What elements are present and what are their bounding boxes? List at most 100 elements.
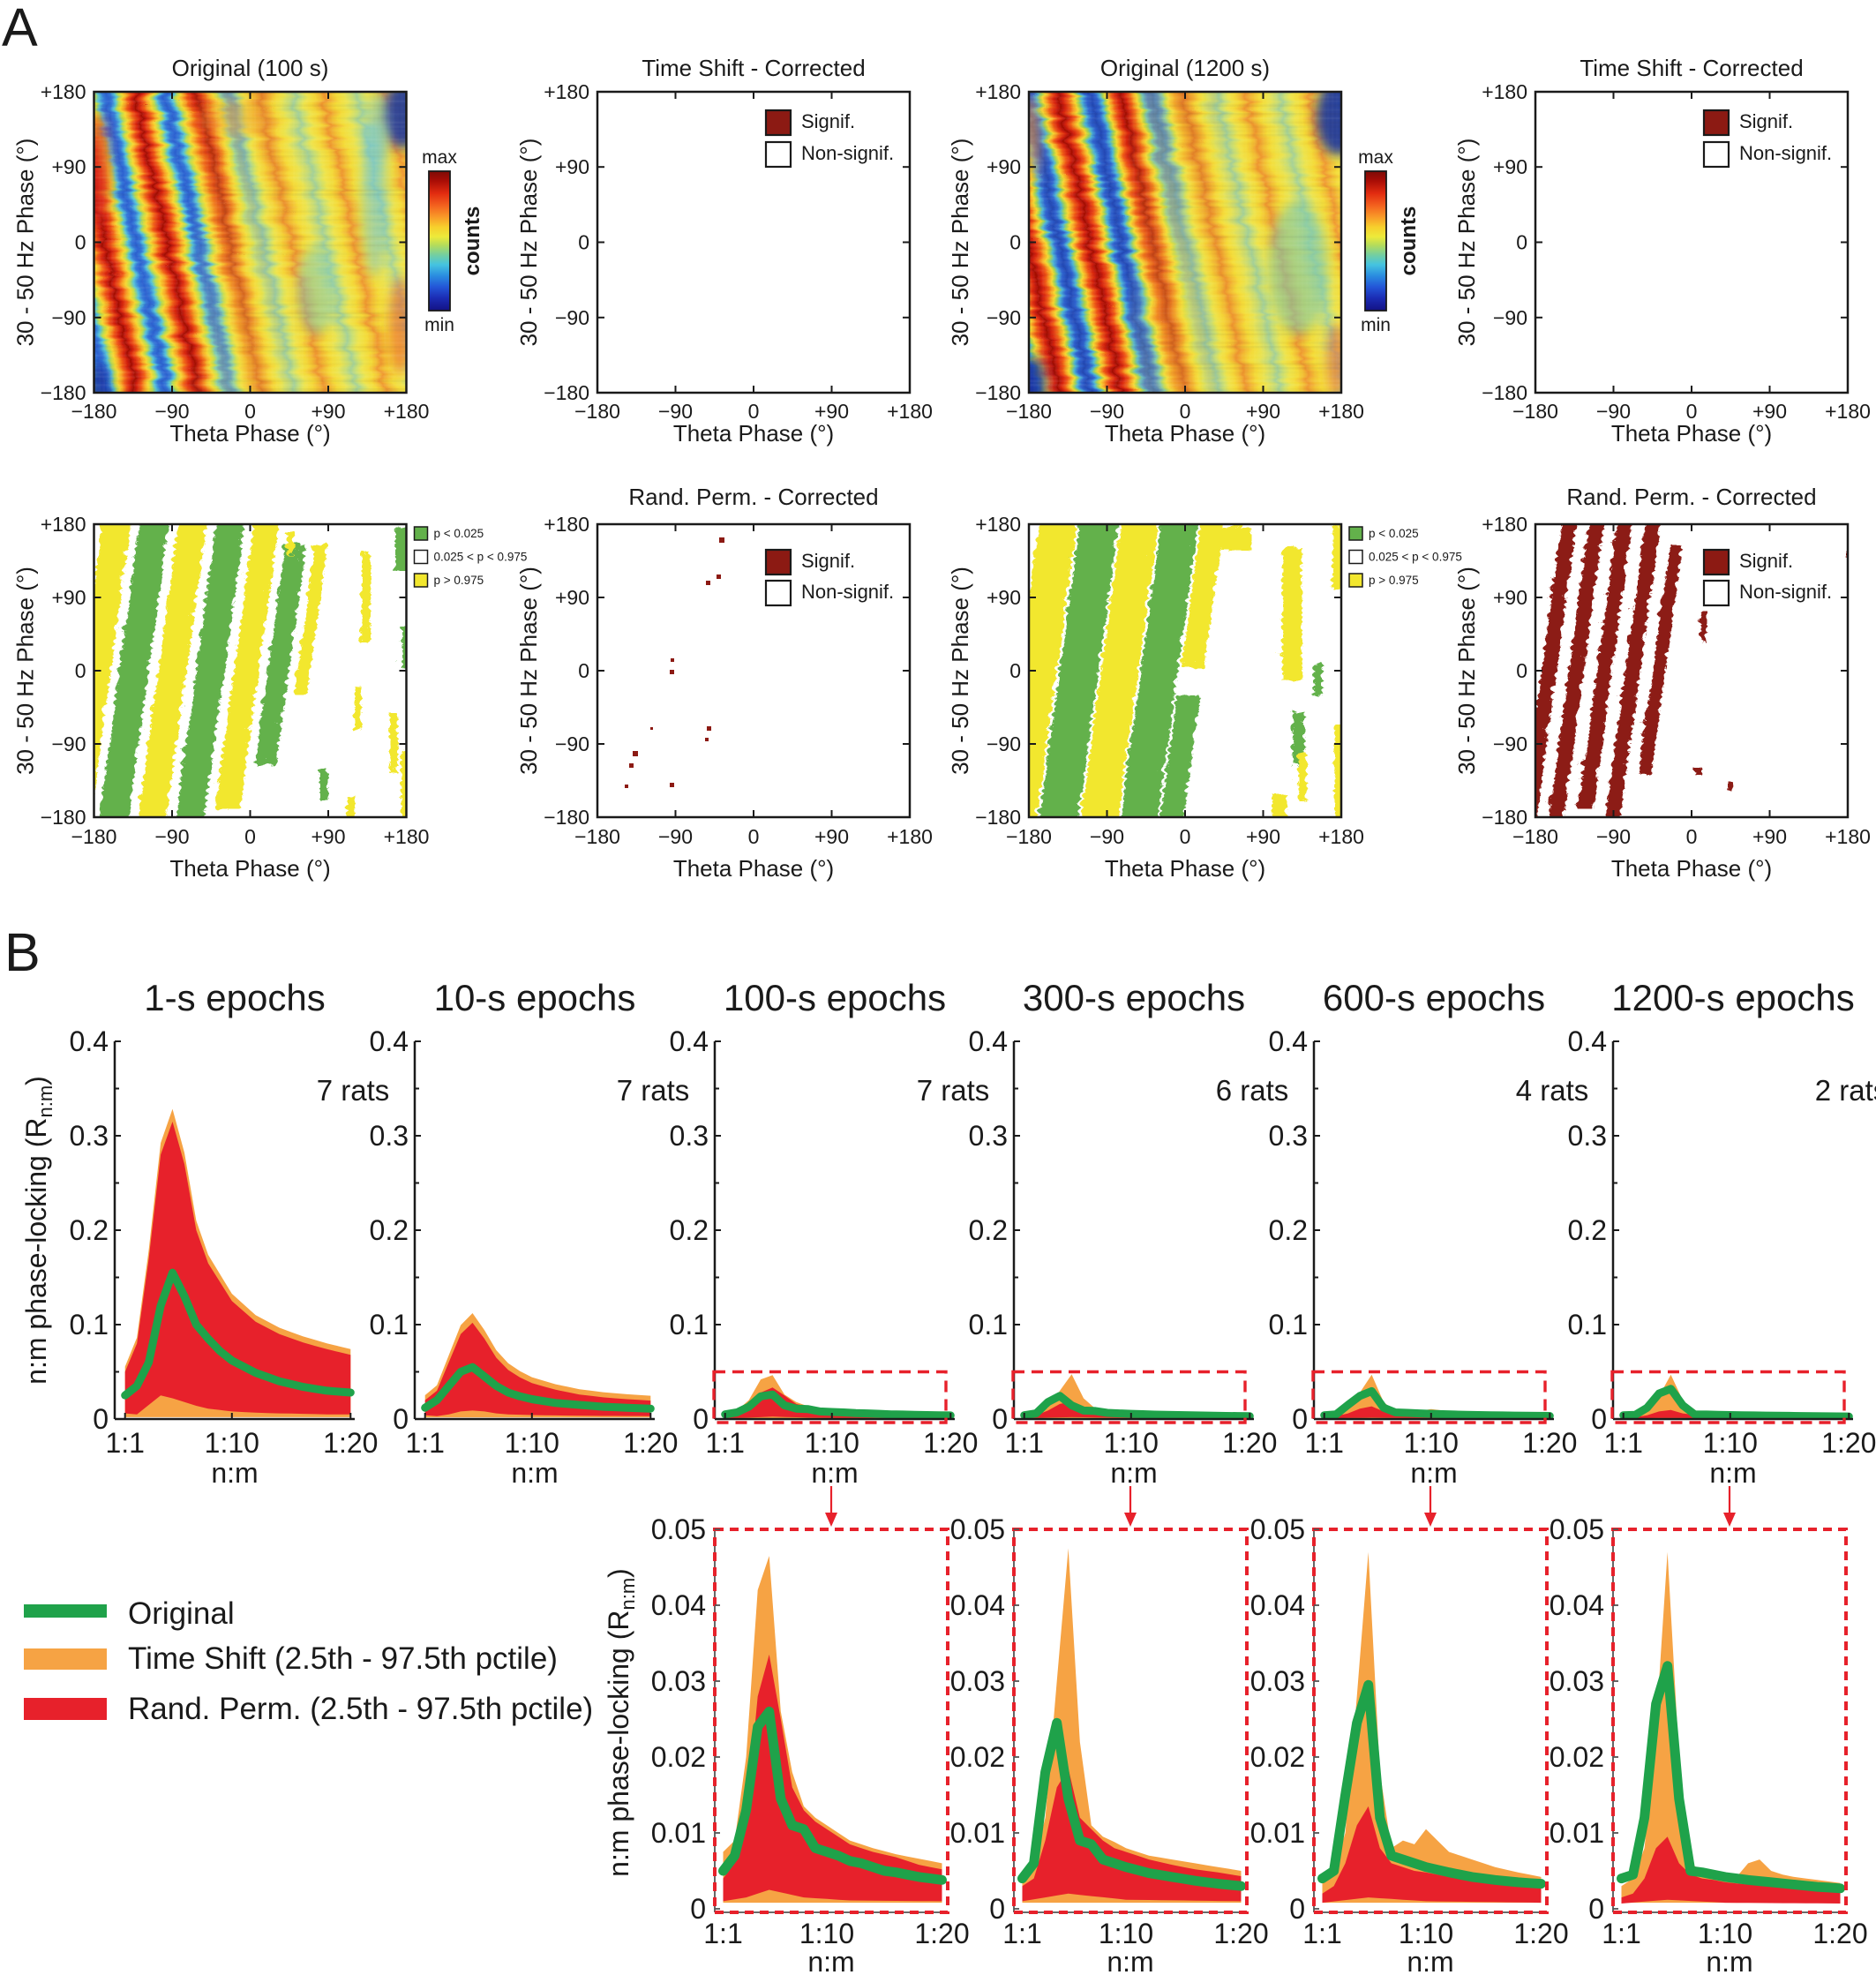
svg-text:30 - 50 Hz Phase (°): 30 - 50 Hz Phase (°) — [1453, 139, 1480, 347]
svg-text:0: 0 — [992, 1403, 1008, 1435]
svg-text:0: 0 — [690, 1893, 706, 1925]
svg-text:+90: +90 — [1246, 400, 1280, 423]
svg-text:1:10: 1:10 — [1104, 1427, 1159, 1459]
svg-text:n:m: n:m — [807, 1946, 854, 1975]
svg-text:+180: +180 — [975, 513, 1021, 536]
svg-text:−90: −90 — [987, 732, 1021, 755]
svg-text:max: max — [1358, 147, 1393, 168]
svg-text:1:10: 1:10 — [505, 1427, 559, 1459]
svg-text:0.2: 0.2 — [670, 1214, 709, 1246]
svg-text:A: A — [2, 0, 38, 57]
svg-text:p < 0.025: p < 0.025 — [434, 527, 484, 540]
svg-text:−180: −180 — [544, 806, 589, 829]
svg-text:+180: +180 — [544, 80, 589, 103]
svg-text:0: 0 — [1289, 1893, 1305, 1925]
svg-text:+180: +180 — [887, 825, 933, 848]
svg-text:0: 0 — [93, 1403, 109, 1435]
svg-text:−180: −180 — [71, 400, 117, 423]
svg-text:0.2: 0.2 — [370, 1214, 409, 1246]
svg-text:0.3: 0.3 — [1269, 1120, 1308, 1152]
svg-text:0.4: 0.4 — [1568, 1025, 1607, 1057]
svg-text:0.03: 0.03 — [950, 1665, 1005, 1697]
svg-text:0.03: 0.03 — [1550, 1665, 1604, 1697]
svg-text:−180: −180 — [574, 400, 620, 423]
svg-text:+180: +180 — [1825, 400, 1871, 423]
svg-text:0.02: 0.02 — [1250, 1741, 1305, 1773]
svg-text:n:m: n:m — [1110, 1457, 1157, 1489]
svg-text:Time Shift (2.5th - 97.5th pct: Time Shift (2.5th - 97.5th pctile) — [128, 1641, 558, 1676]
svg-text:1:1: 1:1 — [1302, 1918, 1341, 1949]
svg-text:+180: +180 — [1318, 825, 1364, 848]
svg-text:7 rats: 7 rats — [617, 1074, 690, 1107]
svg-text:Non-signif.: Non-signif. — [1739, 142, 1832, 164]
svg-text:p > 0.975: p > 0.975 — [434, 574, 484, 587]
svg-text:−90: −90 — [1596, 400, 1631, 423]
svg-text:+180: +180 — [1318, 400, 1364, 423]
svg-text:0: 0 — [244, 825, 256, 848]
svg-text:−180: −180 — [41, 806, 86, 829]
svg-text:Signif.: Signif. — [1739, 550, 1793, 572]
svg-text:n:m: n:m — [1706, 1946, 1752, 1975]
svg-text:+90: +90 — [311, 400, 345, 423]
svg-text:Original (100 s): Original (100 s) — [172, 55, 329, 81]
svg-text:0: 0 — [1686, 400, 1698, 423]
svg-text:0: 0 — [578, 231, 589, 254]
svg-text:counts: counts — [461, 207, 484, 276]
svg-text:+180: +180 — [384, 825, 430, 848]
svg-text:0: 0 — [1516, 659, 1527, 682]
svg-text:0: 0 — [1686, 825, 1698, 848]
svg-text:1:1: 1:1 — [703, 1918, 742, 1949]
svg-text:0.1: 0.1 — [670, 1309, 709, 1340]
svg-text:0.4: 0.4 — [70, 1025, 109, 1057]
svg-text:Rand. Perm. (2.5th - 97.5th pc: Rand. Perm. (2.5th - 97.5th pctile) — [128, 1692, 593, 1726]
svg-text:p < 0.025: p < 0.025 — [1369, 527, 1419, 540]
svg-text:Time Shift - Corrected: Time Shift - Corrected — [642, 55, 865, 81]
svg-text:Theta Phase (°): Theta Phase (°) — [673, 420, 834, 447]
svg-text:Non-signif.: Non-signif. — [801, 142, 894, 164]
svg-text:100-s epochs: 100-s epochs — [724, 977, 946, 1018]
svg-text:0.3: 0.3 — [969, 1120, 1008, 1152]
svg-text:0.1: 0.1 — [1269, 1309, 1308, 1340]
svg-text:0.2: 0.2 — [1269, 1214, 1308, 1246]
svg-text:−180: −180 — [1482, 381, 1527, 404]
svg-text:Theta Phase (°): Theta Phase (°) — [1105, 420, 1265, 447]
svg-text:Signif.: Signif. — [1739, 110, 1793, 132]
svg-text:0.4: 0.4 — [969, 1025, 1008, 1057]
svg-text:0.03: 0.03 — [651, 1665, 706, 1697]
svg-text:−180: −180 — [975, 381, 1021, 404]
svg-text:Theta Phase (°): Theta Phase (°) — [673, 855, 834, 882]
svg-text:0: 0 — [1516, 231, 1527, 254]
svg-text:0.3: 0.3 — [670, 1120, 709, 1152]
svg-text:−90: −90 — [555, 732, 589, 755]
svg-text:0.1: 0.1 — [70, 1309, 109, 1340]
svg-text:−90: −90 — [1090, 825, 1124, 848]
svg-text:Theta Phase (°): Theta Phase (°) — [169, 420, 330, 447]
svg-text:0.01: 0.01 — [1550, 1817, 1604, 1849]
svg-text:+180: +180 — [975, 80, 1021, 103]
svg-text:−90: −90 — [1493, 732, 1527, 755]
svg-text:0: 0 — [244, 400, 256, 423]
svg-text:0.04: 0.04 — [1250, 1589, 1305, 1621]
svg-text:0: 0 — [1591, 1403, 1607, 1435]
svg-text:0.3: 0.3 — [70, 1120, 109, 1152]
svg-text:0.02: 0.02 — [651, 1741, 706, 1773]
svg-text:0: 0 — [1180, 825, 1191, 848]
svg-text:1:10: 1:10 — [1404, 1427, 1459, 1459]
svg-text:+90: +90 — [51, 155, 86, 178]
svg-text:min: min — [1361, 315, 1391, 335]
svg-text:Theta Phase (°): Theta Phase (°) — [1611, 420, 1772, 447]
svg-text:+180: +180 — [41, 80, 86, 103]
svg-text:+90: +90 — [555, 586, 589, 609]
svg-text:30 - 50 Hz Phase (°): 30 - 50 Hz Phase (°) — [947, 567, 973, 775]
svg-text:Signif.: Signif. — [801, 550, 855, 572]
svg-text:0.025 < p < 0.975: 0.025 < p < 0.975 — [434, 551, 528, 564]
svg-text:−90: −90 — [51, 306, 86, 329]
svg-text:+90: +90 — [1752, 400, 1787, 423]
svg-text:Non-signif.: Non-signif. — [801, 581, 894, 603]
svg-text:+180: +180 — [1825, 825, 1871, 848]
svg-text:0: 0 — [693, 1403, 709, 1435]
svg-text:1-s epochs: 1-s epochs — [144, 977, 325, 1018]
svg-text:+180: +180 — [544, 513, 589, 536]
svg-text:−180: −180 — [1006, 825, 1052, 848]
svg-text:+90: +90 — [555, 155, 589, 178]
